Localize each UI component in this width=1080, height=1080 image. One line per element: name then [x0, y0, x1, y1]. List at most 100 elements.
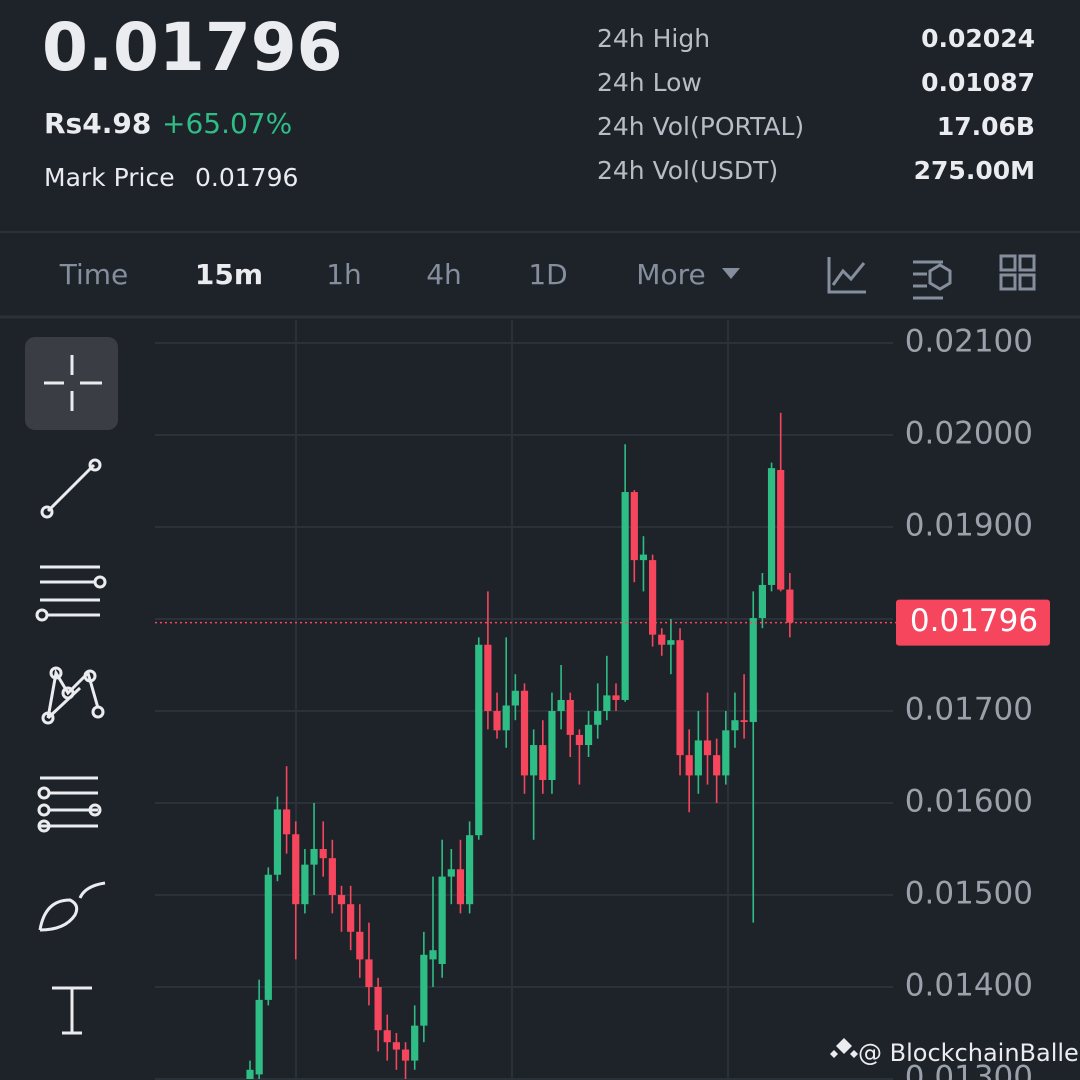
candle-body [520, 690, 529, 776]
candle-body [630, 492, 638, 561]
y-tick-label: 0.01900 [905, 508, 1033, 544]
candle-body [429, 950, 437, 960]
candle-body [255, 999, 263, 1075]
stat-label: 24h Low [597, 68, 702, 97]
candle-body [456, 869, 465, 905]
watermark: @ BlockchainBaller [858, 1039, 1080, 1067]
candle-body [328, 858, 336, 895]
stat-label: 24h Vol(PORTAL) [597, 112, 804, 141]
candle-body [731, 720, 739, 731]
candle-body [649, 560, 657, 635]
timeframe-tab[interactable]: More [636, 258, 705, 291]
candle-body [310, 849, 318, 865]
candle-body [584, 724, 593, 746]
stat-value: 275.00M [914, 156, 1035, 185]
toolbar-icons[interactable] [827, 254, 1036, 300]
y-tick-label: 0.01700 [905, 692, 1033, 728]
timeframe-tab[interactable]: 1D [528, 258, 567, 291]
candle-body [374, 987, 382, 1031]
candle-body [401, 1049, 410, 1061]
timeframe-tab[interactable]: 15m [195, 258, 263, 291]
timeframe-tab[interactable]: Time [59, 258, 129, 291]
candle-body [292, 834, 300, 905]
stat-label: 24h High [597, 24, 710, 53]
grid: 0.02100 0.02000 0.01900 0.01700 0.01600 0.015… [155, 324, 1033, 1080]
candle-body [713, 755, 721, 776]
candle-body [264, 874, 272, 1000]
candle-body [548, 711, 556, 780]
candle-body [283, 809, 291, 835]
candle-body [694, 740, 702, 776]
candle-body [466, 835, 474, 905]
candle-body [347, 904, 355, 932]
overlay: 0.01796 [155, 599, 1050, 646]
candle-body [639, 554, 648, 561]
candle-body [530, 745, 538, 776]
candle-body [301, 864, 309, 905]
fiat-price: Rs4.98 [44, 107, 151, 140]
candle-body [758, 584, 766, 619]
candle-body [603, 695, 611, 711]
candle-body [749, 618, 757, 723]
y-tick-label: 0.01600 [905, 784, 1033, 820]
candle-body [383, 1030, 391, 1043]
candle-body [621, 492, 629, 700]
candle-body [411, 1025, 419, 1061]
candle-body [740, 720, 748, 723]
candle-body [594, 711, 602, 725]
stat-value: 17.06B [937, 112, 1035, 141]
candle-body [676, 640, 684, 756]
candle-body [557, 699, 565, 711]
y-tick-label: 0.01500 [905, 876, 1033, 912]
candle-body [667, 640, 675, 645]
drawing-tools[interactable] [25, 337, 118, 1035]
candle-body [612, 695, 620, 700]
candle-body [365, 959, 373, 987]
watermark-logo [830, 1038, 858, 1058]
candle-body [420, 954, 428, 1026]
candle-body [777, 469, 785, 590]
candle-body [484, 644, 492, 711]
candle-body [356, 931, 364, 960]
y-tick-label: 0.02000 [905, 416, 1033, 452]
stat-value: 0.01087 [921, 68, 1035, 97]
candle-body [475, 644, 483, 836]
candle-body [502, 705, 510, 731]
candle-body [493, 711, 501, 731]
timeframe-tab[interactable]: 4h [426, 258, 462, 291]
y-tick-label: 0.01300 [905, 1060, 1033, 1080]
candle-body [722, 730, 730, 776]
candle-body [767, 468, 776, 585]
timeframe-tab[interactable]: 1h [326, 258, 362, 291]
candle-body [447, 869, 455, 877]
candle-body [566, 699, 574, 735]
y-tick-label: 0.02100 [905, 324, 1033, 360]
candles [246, 412, 794, 1079]
y-tick-label: 0.01400 [905, 968, 1033, 1004]
change: +65.07% [162, 107, 292, 140]
mark-label: Mark Price [44, 163, 175, 192]
candle-body [539, 745, 547, 780]
stat-label: 24h Vol(USDT) [597, 156, 778, 185]
mark-value: 0.01796 [195, 163, 298, 192]
candle-body [438, 876, 446, 964]
candle-body [703, 740, 712, 756]
candle-body [575, 734, 583, 746]
candle-body [786, 589, 794, 623]
candle-body [685, 755, 693, 776]
candle-body [337, 895, 346, 905]
candle-body [273, 809, 282, 875]
last-price-tag [896, 599, 1050, 646]
last-price-label: 0.01796 [910, 603, 1038, 639]
candle-body [658, 634, 666, 645]
dropdown-arrow[interactable] [722, 268, 740, 279]
candle-body [392, 1042, 400, 1050]
stat-value: 0.02024 [921, 24, 1035, 53]
last-price: 0.01796 [42, 9, 343, 86]
candle-body [246, 1069, 254, 1079]
candle-body [511, 690, 519, 706]
candle-body [319, 849, 327, 859]
